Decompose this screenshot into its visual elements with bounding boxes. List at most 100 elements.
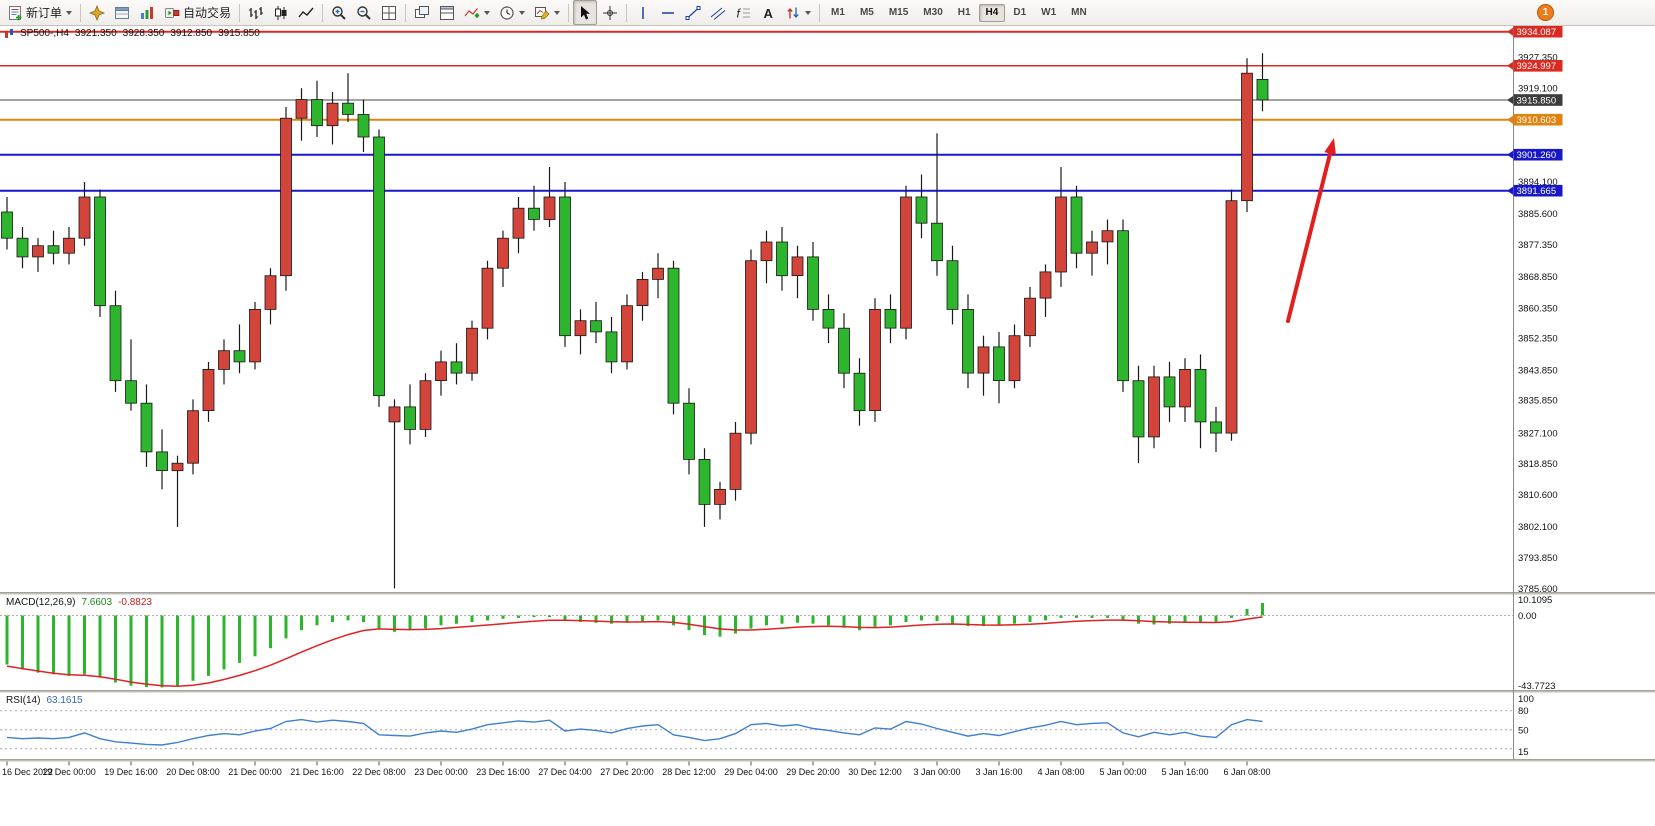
price-chart[interactable]: 3927.350 3919.100 3894.100 3885.600 3877.350… xyxy=(0,26,1655,782)
macd-histogram-bar xyxy=(1245,609,1249,616)
templates-button[interactable] xyxy=(530,0,564,25)
candle xyxy=(497,237,509,269)
time-axis-label: 21 Dec 16:00 xyxy=(290,767,344,777)
candle xyxy=(977,346,990,374)
candle xyxy=(605,331,618,363)
candle xyxy=(698,458,711,505)
chart-line-button[interactable] xyxy=(294,0,318,25)
price-badge-pointer xyxy=(1507,186,1513,195)
horizontal-line-button[interactable] xyxy=(656,0,680,25)
timeframe-button-m5[interactable]: M5 xyxy=(859,6,874,18)
candle xyxy=(1132,380,1145,438)
vertical-line-button[interactable] xyxy=(631,0,655,25)
timeframe-button-m1[interactable]: M1 xyxy=(831,6,845,18)
candle xyxy=(791,256,804,276)
tile-windows-button[interactable] xyxy=(377,0,401,25)
macd-histogram-bar xyxy=(858,615,861,631)
candle xyxy=(853,372,866,412)
navigator-button[interactable] xyxy=(85,0,109,25)
svg-text:A: A xyxy=(764,6,774,21)
new-order-button[interactable]: 新订单 xyxy=(3,0,76,25)
timeframe-button-w1[interactable]: W1 xyxy=(1041,6,1057,18)
candle xyxy=(125,380,137,404)
candle xyxy=(993,346,1005,381)
macd-histogram-bar xyxy=(873,615,877,627)
macd-histogram-bar xyxy=(176,615,179,686)
text-label-button[interactable]: A xyxy=(756,0,780,25)
equidistant-channel-button[interactable] xyxy=(706,0,730,25)
trend-arrow-head[interactable] xyxy=(1324,138,1336,155)
price-badge xyxy=(1513,184,1563,197)
macd-histogram-bar xyxy=(1183,615,1187,623)
toolbar: 新订单 自动交易 f A M1 M5 M15 M30 H1 H4 D1 W1 MN 1 xyxy=(0,0,1655,26)
price-axis-tick: 3927.350 xyxy=(1518,52,1558,63)
macd-histogram-bar xyxy=(1059,615,1063,618)
candle xyxy=(652,267,664,280)
macd-histogram-bar xyxy=(765,615,768,626)
notification-badge[interactable]: 1 xyxy=(1537,4,1554,21)
timeframe-button-d1[interactable]: D1 xyxy=(1013,6,1027,18)
candle xyxy=(1055,196,1067,273)
time-axis-label: 21 Dec 00:00 xyxy=(228,767,282,777)
macd-histogram-bar xyxy=(703,615,706,636)
macd-histogram-bar xyxy=(36,615,40,673)
toolbar-separator xyxy=(405,3,407,22)
panel-splitter[interactable] xyxy=(0,759,1655,762)
time-axis-label: 6 Jan 08:00 xyxy=(1223,767,1270,777)
auto-trading-icon xyxy=(164,5,180,21)
candle xyxy=(16,237,29,258)
chart-candles-button[interactable] xyxy=(269,0,293,25)
candle xyxy=(1024,297,1036,337)
macd-histogram-bar xyxy=(625,615,629,623)
cursor-icon xyxy=(577,5,593,21)
timeframe-button-mn[interactable]: MN xyxy=(1071,6,1087,18)
rsi-axis-80: 80 xyxy=(1518,706,1529,717)
candle xyxy=(1194,368,1207,423)
trend-arrow-shaft[interactable] xyxy=(1286,151,1333,323)
chart-area: 3927.350 3919.100 3894.100 3885.600 3877.350… xyxy=(0,26,1655,782)
panel-splitter[interactable] xyxy=(0,592,1655,595)
market-watch-button[interactable] xyxy=(135,0,159,25)
candle xyxy=(357,114,370,138)
candle xyxy=(1163,376,1176,408)
chart-bars-button[interactable] xyxy=(244,0,268,25)
text-label-icon: A xyxy=(760,5,776,21)
macd-histogram-bar xyxy=(749,615,753,629)
panel-splitter[interactable] xyxy=(0,690,1655,693)
price-axis-tick: 3868.850 xyxy=(1518,272,1558,283)
indicators-button[interactable] xyxy=(460,0,494,25)
periods-button[interactable] xyxy=(495,0,529,25)
zoom-in-button[interactable] xyxy=(327,0,351,25)
candle xyxy=(745,260,757,434)
timeframe-button-h1[interactable]: H1 xyxy=(957,6,971,18)
timeframe-button-h4[interactable]: H4 xyxy=(978,3,1006,22)
crosshair-button[interactable] xyxy=(598,0,622,25)
timeframe-button-m15[interactable]: M15 xyxy=(888,6,909,18)
macd-histogram-bar xyxy=(207,615,210,676)
arrows-button[interactable] xyxy=(781,0,815,25)
macd-histogram-bar xyxy=(579,615,582,622)
auto-trading-button[interactable]: 自动交易 xyxy=(160,0,235,25)
candle xyxy=(435,361,447,381)
price-axis-tick: 3877.350 xyxy=(1518,240,1558,251)
candle xyxy=(528,207,540,220)
macd-histogram-bar xyxy=(98,615,102,678)
zoom-out-button[interactable] xyxy=(352,0,376,25)
price-badge xyxy=(1513,113,1563,126)
candle xyxy=(233,350,246,363)
zoom-in-icon xyxy=(331,5,347,21)
candle xyxy=(466,327,478,374)
price-badge-pointer xyxy=(1507,115,1513,124)
time-axis-label: 4 Jan 08:00 xyxy=(1037,767,1084,777)
price-badge-label: 3915.850 xyxy=(1517,95,1557,106)
arrange-windows-button[interactable] xyxy=(435,0,459,25)
cursor-button[interactable] xyxy=(573,0,598,25)
fibonacci-button[interactable]: f xyxy=(731,0,755,25)
timeframe-button-m30[interactable]: M30 xyxy=(923,6,943,18)
macd-axis-max: 10.1095 xyxy=(1518,595,1552,606)
cascade-windows-button[interactable] xyxy=(410,0,434,25)
trendline-button[interactable] xyxy=(681,0,705,25)
macd-histogram-bar xyxy=(83,615,86,675)
terminal-button[interactable] xyxy=(110,0,134,25)
